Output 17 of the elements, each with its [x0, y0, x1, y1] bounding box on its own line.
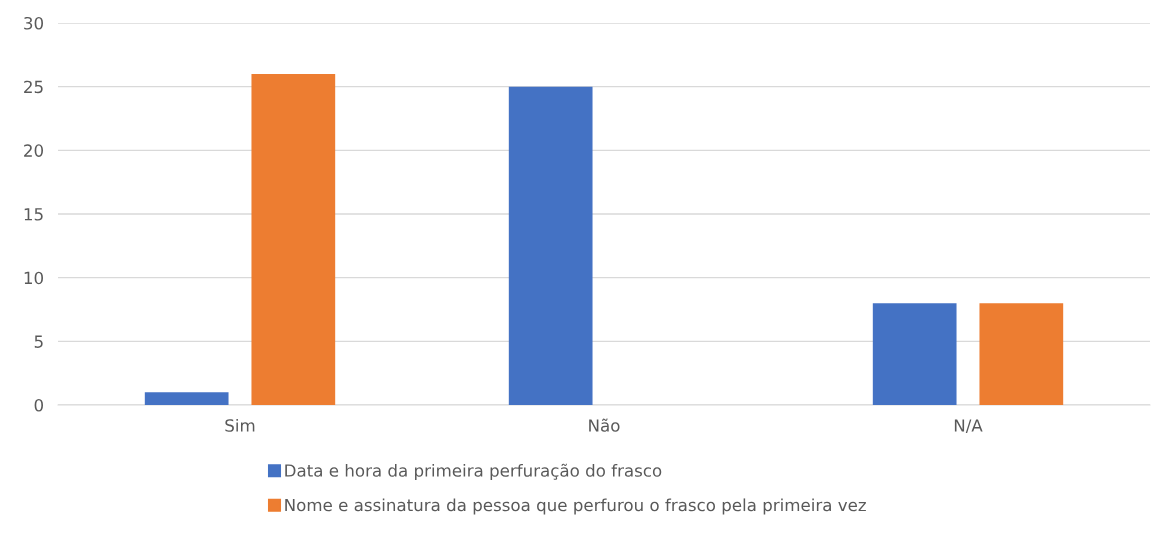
x-tick-label: Não: [589, 418, 620, 432]
x-tick-label: N/A: [954, 419, 983, 434]
y-tick-label: 15: [24, 208, 43, 221]
y-tick-label: 10: [24, 271, 43, 285]
y-tick-label: 20: [24, 144, 43, 157]
bar: [872, 303, 957, 405]
legend-label: Nome e assinatura da pessoa que perfurou o frasco pela primeira vez: [285, 498, 866, 515]
bar: [979, 303, 1064, 405]
bar: [144, 392, 229, 405]
bar: [251, 73, 336, 405]
y-tick-label: 25: [24, 80, 43, 94]
y-tick-label: 30: [24, 16, 43, 30]
bar: [508, 86, 593, 405]
legend-label: Data e hora da primeira perfuração do frasco: [285, 463, 662, 481]
y-tick-label: 5: [34, 335, 43, 348]
x-tick-label: Sim: [225, 418, 255, 432]
y-tick-label: 0: [34, 398, 43, 412]
